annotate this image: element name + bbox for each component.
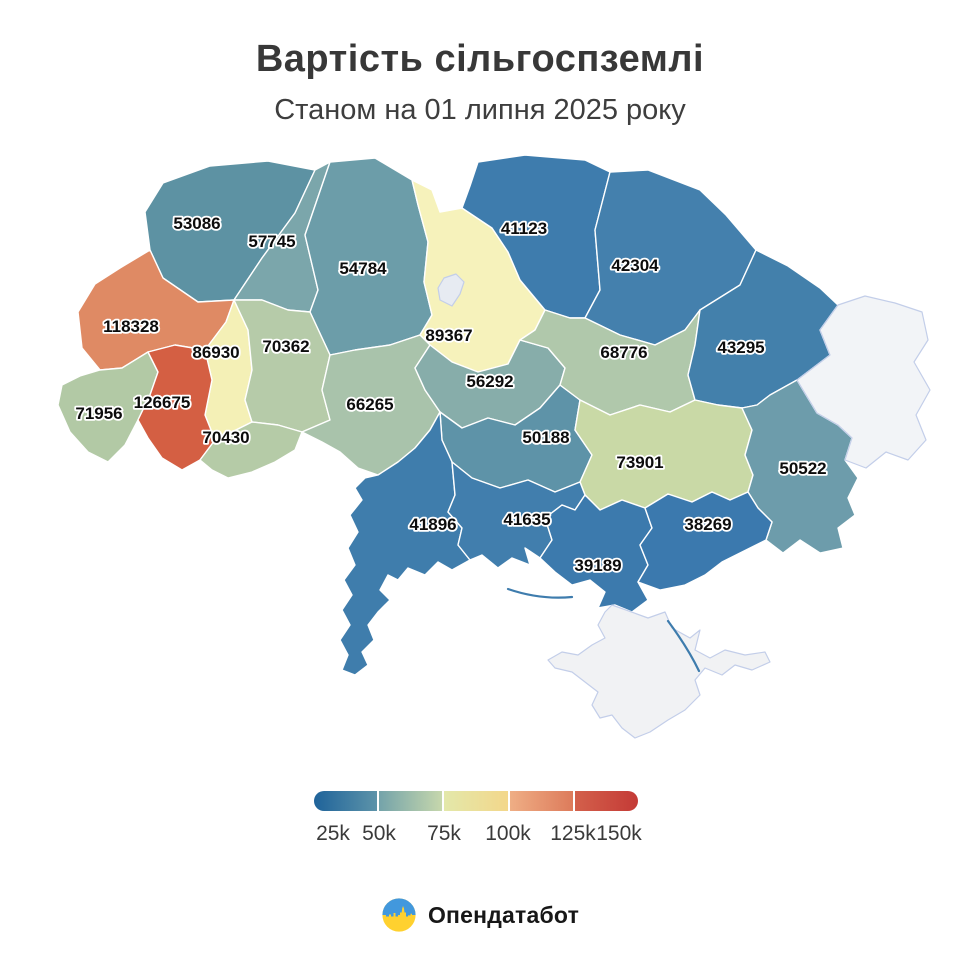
legend-segment-2 [377, 791, 443, 811]
region-crimea [547, 604, 771, 739]
region-value-label-sumy: 42304 [611, 256, 659, 275]
legend-segment-1 [314, 791, 378, 811]
map-regions-layer [57, 154, 859, 676]
region-value-label-kharkiv: 43295 [717, 338, 764, 357]
legend-tick-75k: 75k [427, 822, 461, 845]
map-nodata-layer [437, 273, 931, 739]
logo-top-half [382, 898, 416, 917]
legend-tick-50k: 50k [362, 822, 396, 845]
opendatabot-logo-icon [382, 898, 416, 932]
region-value-label-zaporizhzhia: 38269 [684, 515, 731, 534]
page-title: Вартість сільгоспземлі [255, 38, 705, 80]
legend-segment-4 [507, 791, 573, 811]
region-value-label-lviv: 118328 [103, 317, 159, 336]
region-value-label-donetsk: 50522 [779, 459, 826, 478]
region-kyiv_city [437, 273, 465, 307]
region-value-label-rivne: 57745 [248, 232, 295, 251]
legend-colorbar [314, 791, 638, 811]
region-value-label-mykolaiv: 41635 [503, 510, 550, 529]
legend-tick-25k: 25k [316, 822, 350, 845]
region-value-label-kyiv_oblast: 89367 [425, 326, 472, 345]
region-value-label-poltava: 68776 [600, 343, 647, 362]
region-value-label-odesa: 41896 [409, 515, 456, 534]
region-value-label-ivano_frankivsk: 126675 [134, 393, 191, 412]
legend-tick-125k: 125k [550, 822, 596, 845]
region-value-label-cherkasy: 56292 [466, 372, 513, 391]
region-value-label-vinnytsia: 66265 [346, 395, 393, 414]
brand-name: Опендатабот [427, 901, 580, 928]
region-zaporizhzhia [637, 491, 773, 591]
region-chernivtsi [199, 421, 303, 479]
legend: 25k 50k 75k 100k 125k 150k [314, 791, 642, 848]
arabat-spit [666, 619, 701, 673]
page-subtitle: Станом на 01 липня 2025 року [274, 94, 686, 126]
legend-segment-5 [572, 791, 638, 811]
coastline-details [506, 587, 701, 673]
legend-segment-3 [442, 791, 508, 811]
region-value-label-zhytomyr: 54784 [339, 259, 387, 278]
region-value-label-kirovohrad: 50188 [522, 428, 569, 447]
region-kherson [539, 494, 653, 613]
region-value-label-khmelnytskyi: 70362 [262, 337, 309, 356]
region-luhansk [796, 295, 931, 469]
legend-tick-150k: 150k [596, 822, 642, 845]
region-ivano_frankivsk [137, 344, 216, 471]
region-zhytomyr [304, 157, 433, 356]
region-value-label-zakarpattia: 71956 [75, 404, 122, 423]
region-value-label-volyn: 53086 [173, 214, 220, 233]
map-value-labels-layer: 53086 57745 54784 89367 41123 42304 118328 8693… [74, 212, 829, 577]
region-value-label-chernivtsi: 70430 [202, 428, 249, 447]
legend-tick-100k: 100k [485, 822, 531, 845]
tendra-spit [506, 587, 574, 599]
region-value-label-chernihiv: 41123 [501, 219, 547, 238]
footer-branding: Опендатабот [0, 897, 960, 933]
legend-tick-labels: 25k 50k 75k 100k 125k 150k [314, 822, 642, 848]
region-dnipro [574, 399, 754, 511]
region-value-label-dnipro: 73901 [616, 453, 663, 472]
region-value-label-ternopil: 86930 [192, 343, 239, 362]
region-value-label-kherson: 39189 [574, 556, 621, 575]
